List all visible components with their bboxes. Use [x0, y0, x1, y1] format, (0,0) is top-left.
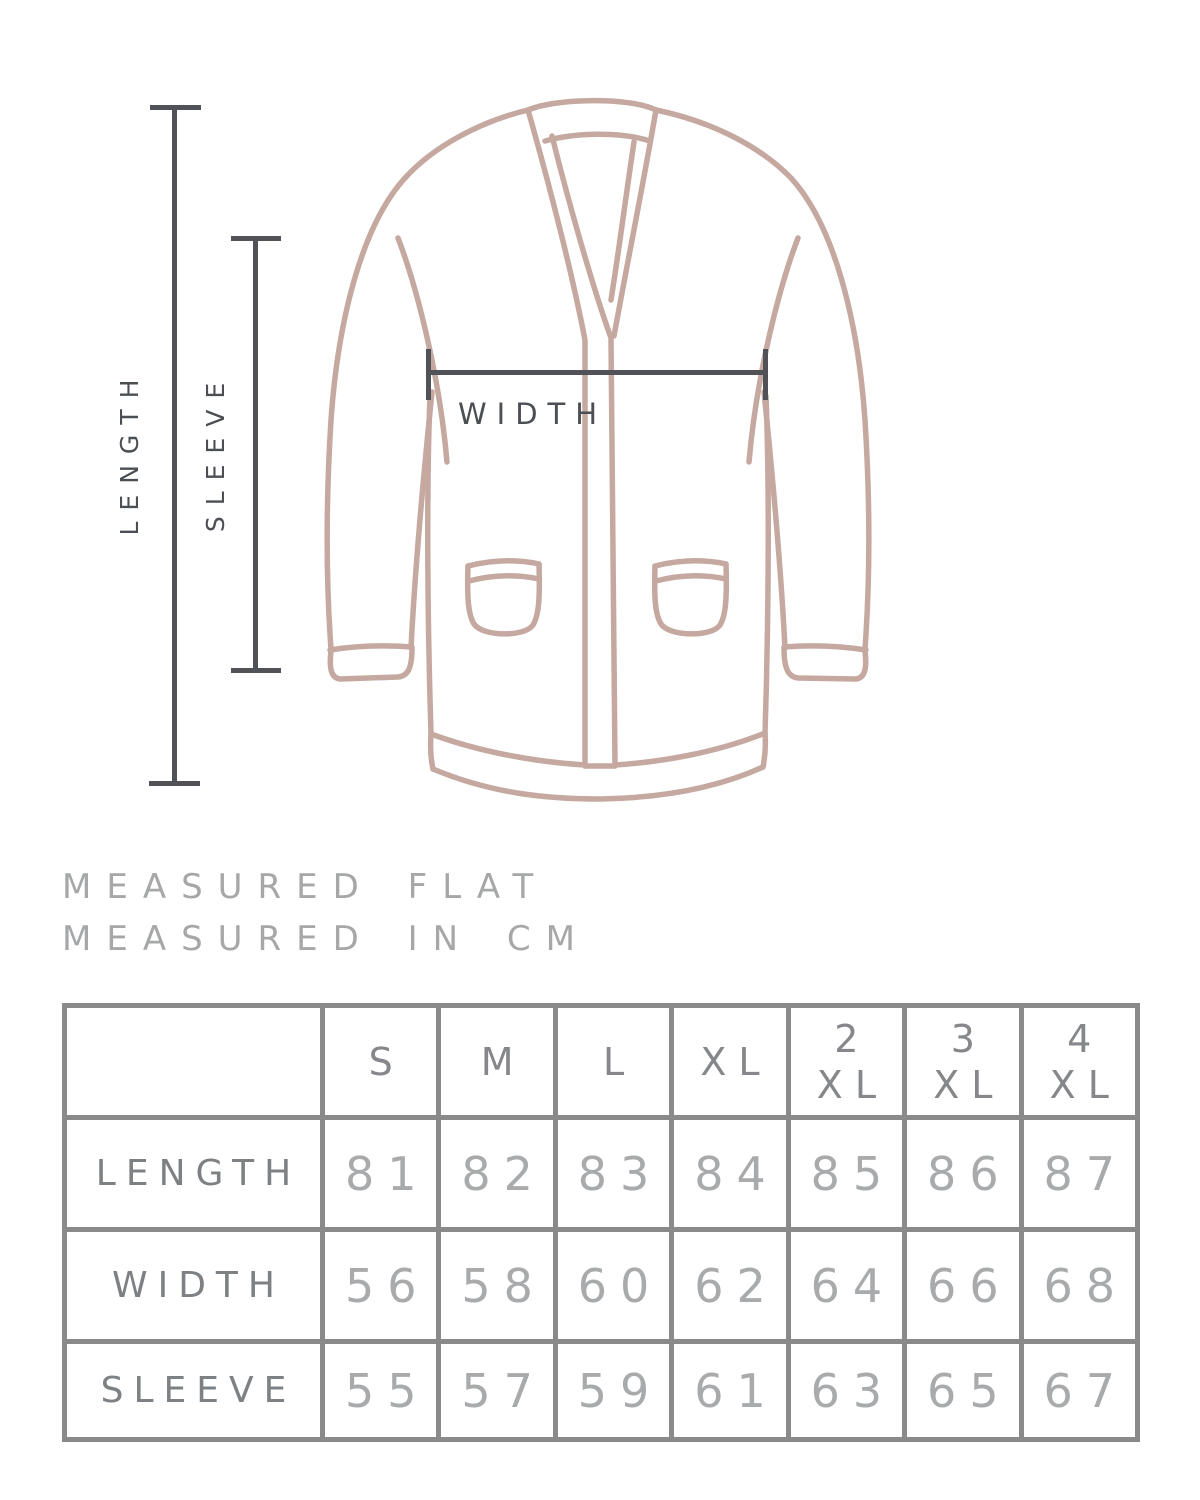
note-measured-flat: MEASURED FLAT: [62, 867, 549, 907]
cell-sleeve-xl: 61: [669, 1339, 791, 1442]
table-row-sleeve: SLEEVE 55 57 59 61 63 65 67: [62, 1339, 1141, 1442]
table-row-length: LENGTH 81 82 83 84 85 86 87: [62, 1115, 1141, 1232]
cell-width-s: 56: [319, 1227, 442, 1344]
cell-width-4xl: 68: [1018, 1227, 1141, 1344]
cell-length-l: 83: [552, 1115, 675, 1232]
row-label-sleeve: SLEEVE: [62, 1339, 325, 1442]
column-header-2xl: 2 XL: [785, 1003, 908, 1120]
cell-length-xl: 84: [669, 1115, 791, 1232]
cardigan-front-band: [525, 107, 659, 769]
note-measured-in-cm: MEASURED IN CM: [62, 919, 590, 959]
cell-width-xl: 62: [669, 1227, 791, 1344]
cell-length-4xl: 87: [1018, 1115, 1141, 1232]
cell-sleeve-l: 59: [552, 1339, 675, 1442]
cell-width-l: 60: [552, 1227, 675, 1344]
cell-length-m: 82: [436, 1115, 558, 1232]
cell-sleeve-2xl: 63: [785, 1339, 908, 1442]
length-measure-line: [172, 107, 177, 784]
cell-length-2xl: 85: [785, 1115, 908, 1232]
length-measure-label: LENGTH: [115, 368, 144, 536]
sleeve-measure-cap-bottom: [231, 668, 281, 673]
cardigan-collar: [525, 97, 659, 144]
cardigan-hem: [427, 730, 769, 802]
sleeve-measure-label: SLEEVE: [201, 371, 230, 533]
column-header-s: S: [319, 1003, 442, 1120]
table-header-row: S M L XL 2 XL 3 XL 4 XL: [62, 1003, 1141, 1120]
cell-sleeve-4xl: 67: [1018, 1339, 1141, 1442]
column-header-m: M: [436, 1003, 558, 1120]
table-row-width: WIDTH 56 58 60 62 64 66 68: [62, 1227, 1141, 1344]
cell-width-3xl: 66: [902, 1227, 1024, 1344]
table-corner-cell: [62, 1003, 325, 1120]
length-measure-cap-bottom: [149, 781, 200, 786]
cardigan-line-drawing: [324, 97, 872, 802]
size-chart-table: S M L XL 2 XL 3 XL 4 XL LENGTH 81 82 83 84 …: [62, 1003, 1141, 1442]
row-label-width: WIDTH: [62, 1227, 325, 1344]
cell-width-m: 58: [436, 1227, 558, 1344]
cell-sleeve-m: 57: [436, 1339, 558, 1442]
cell-length-3xl: 86: [902, 1115, 1024, 1232]
cell-length-s: 81: [319, 1115, 442, 1232]
width-measure-line: [428, 370, 766, 375]
column-header-4xl: 4 XL: [1018, 1003, 1141, 1120]
column-header-xl: XL: [669, 1003, 791, 1120]
cell-sleeve-3xl: 65: [902, 1339, 1024, 1442]
cell-sleeve-s: 55: [319, 1339, 442, 1442]
measurement-notes: MEASURED FLAT MEASURED IN CM: [62, 861, 590, 965]
cardigan-pockets: [464, 558, 730, 637]
cell-width-2xl: 64: [785, 1227, 908, 1344]
sleeve-measure-line: [253, 238, 258, 670]
width-measure-label: WIDTH: [458, 397, 608, 431]
column-header-l: L: [552, 1003, 675, 1120]
row-label-length: LENGTH: [62, 1115, 325, 1232]
column-header-3xl: 3 XL: [902, 1003, 1024, 1120]
cardigan-body: [395, 235, 801, 737]
width-measure-cap-right: [763, 349, 768, 400]
